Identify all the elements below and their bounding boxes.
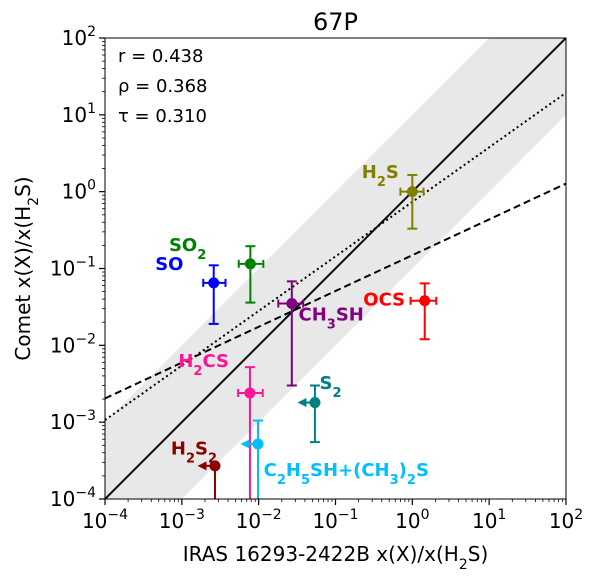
y-tick-label: 102 <box>62 24 96 50</box>
data-point <box>237 366 264 499</box>
data-point <box>399 173 425 230</box>
fit-line-dashed <box>105 182 566 400</box>
point-marker <box>286 298 298 310</box>
x-tick-label: 10−3 <box>159 507 205 533</box>
point-label: CH3SH <box>299 305 364 333</box>
data-point <box>202 264 227 325</box>
x-tick-label: 10−4 <box>82 507 128 533</box>
data-point <box>297 384 321 444</box>
x-tick-label: 10−1 <box>312 507 358 533</box>
point-marker <box>244 258 256 270</box>
x-tick-label: 101 <box>472 507 506 533</box>
point-marker <box>252 438 264 450</box>
x-tick-label: 102 <box>549 507 583 533</box>
data-point <box>240 419 264 499</box>
stat-line: τ = 0.310 <box>118 106 207 127</box>
upper-limit-arrow <box>240 439 250 449</box>
data-point <box>277 280 305 387</box>
point-label: S2 <box>320 373 342 401</box>
y-tick-label: 100 <box>62 178 96 204</box>
point-label: H2S <box>362 162 399 190</box>
fit-lines <box>105 38 566 499</box>
data-point <box>197 460 221 499</box>
y-axis-label: Comet x(X)/x(H2S) <box>11 176 42 360</box>
y-tick-label: 10−3 <box>50 408 96 434</box>
point-label: SO2 <box>169 235 206 262</box>
point-marker <box>208 277 220 289</box>
stat-line: r = 0.438 <box>118 46 203 67</box>
correlation-stats: r = 0.438 ρ = 0.368 τ = 0.310 <box>118 46 207 127</box>
upper-limit-arrow <box>197 461 207 471</box>
fit-line-solid <box>105 38 566 499</box>
point-marker <box>406 186 418 198</box>
point-label: H2S2 <box>171 438 217 466</box>
x-tick-label: 10−2 <box>236 507 282 533</box>
x-tick-label: 100 <box>395 507 429 533</box>
point-marker <box>309 397 321 409</box>
point-marker <box>419 295 431 307</box>
y-tick-label: 10−1 <box>50 255 96 281</box>
y-tick-label: 10−4 <box>50 485 96 511</box>
data-point <box>409 282 438 341</box>
point-label: C2H5SH+(CH3)2S <box>264 460 429 488</box>
y-tick-label: 101 <box>62 101 96 127</box>
stat-line: ρ = 0.368 <box>118 76 207 97</box>
axis-ticks: 10−410−4 10−3 10−3 10−2 10−2 10−1 10−1 100 100 10… <box>50 24 583 533</box>
data-point <box>237 245 265 304</box>
point-label: SO <box>155 254 183 275</box>
upper-limit-arrow <box>297 398 307 408</box>
fit-line-dotted <box>105 91 566 421</box>
data-points <box>197 173 438 499</box>
point-label: H2CS <box>178 351 229 379</box>
y-tick-label: 10−2 <box>50 331 96 357</box>
point-marker <box>244 387 256 399</box>
point-marker <box>209 460 221 472</box>
chart-title: 67P <box>313 8 358 36</box>
x-axis-label: IRAS 16293-2422B x(X)/x(H2S) <box>183 542 489 573</box>
point-label: OCS <box>363 289 405 310</box>
